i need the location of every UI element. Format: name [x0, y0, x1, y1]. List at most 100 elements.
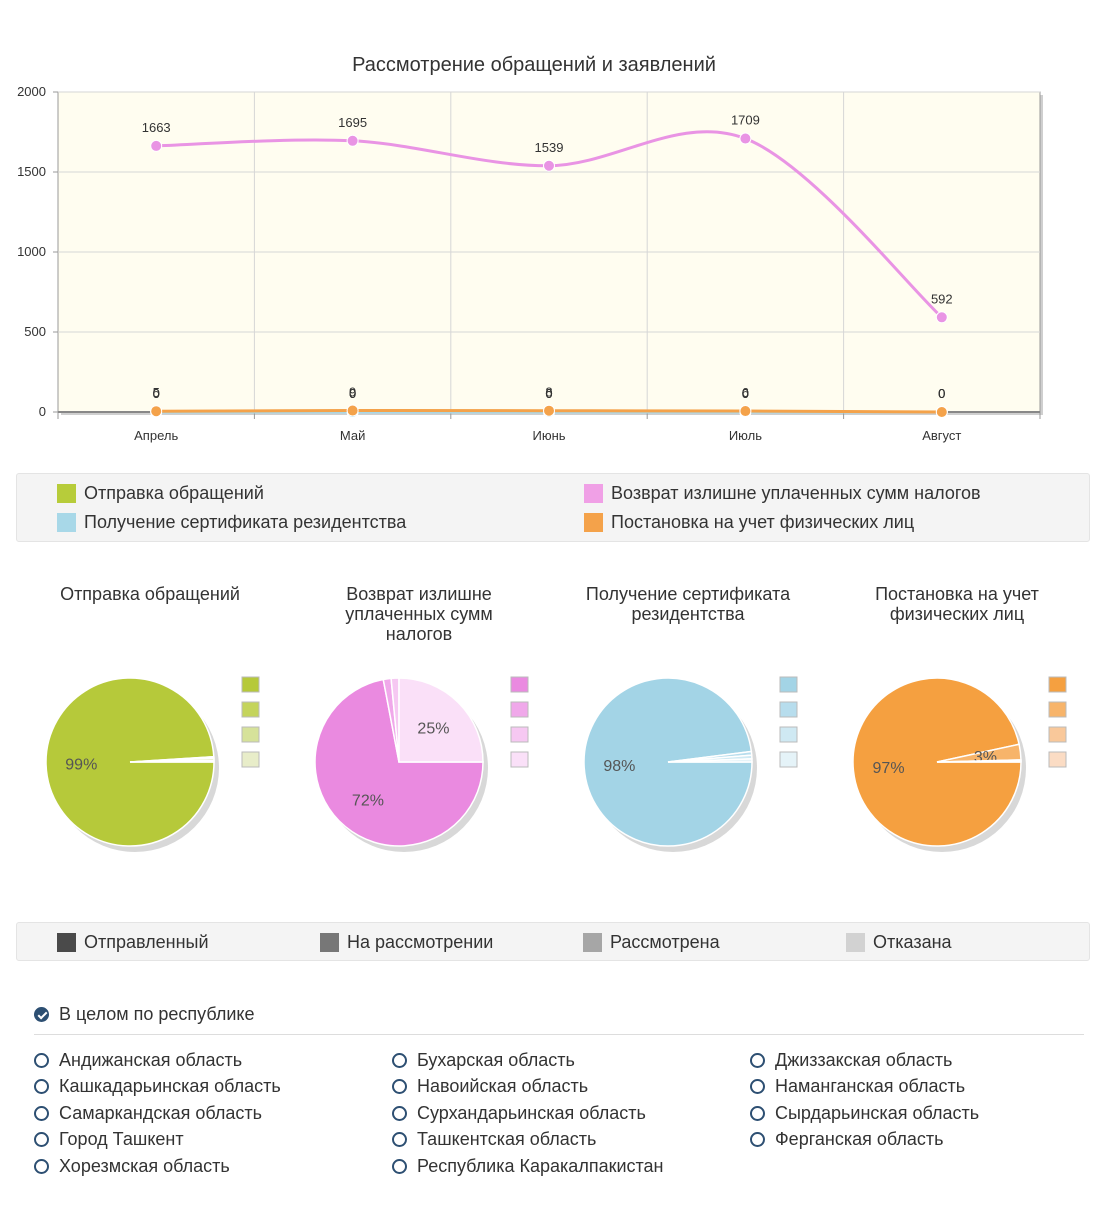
region-label: Ташкентская область: [417, 1129, 597, 1150]
data-label: 0: [938, 386, 945, 401]
pie-slice-label: 98%: [603, 758, 635, 775]
status-item-sent[interactable]: Отправленный: [57, 932, 209, 953]
radio-icon[interactable]: [750, 1105, 765, 1121]
legend-item-postanovka[interactable]: Постановка на учет физических лиц: [584, 512, 914, 533]
pie-chart-otpravka: 99%: [45, 676, 260, 852]
region-option[interactable]: Ферганская область: [750, 1127, 1080, 1154]
status-item-reviewed[interactable]: Рассмотрена: [583, 932, 720, 953]
region-label: Сурхандарьинская область: [417, 1102, 646, 1123]
radio-icon[interactable]: [392, 1105, 407, 1121]
chart-title: Рассмотрение обращений и заявлений: [352, 54, 716, 76]
pie-slice: [129, 759, 215, 763]
radio-icon[interactable]: [392, 1158, 407, 1174]
region-option[interactable]: Ташкентская область: [392, 1127, 750, 1154]
region-all-option[interactable]: В целом по республике: [34, 1000, 1084, 1035]
pie-slice: [936, 760, 1022, 763]
y-tick-label: 1000: [17, 244, 46, 259]
pie-legend-swatch: [779, 751, 798, 768]
pie-legend-swatch: [779, 726, 798, 743]
pie-title-sertifikat: Получение сертификата резидентства: [558, 584, 818, 624]
pie-chart-postanovka: 97% 3%: [852, 676, 1067, 852]
series-legend: Отправка обращений Возврат излишне уплач…: [16, 473, 1090, 542]
radio-icon[interactable]: [34, 1132, 49, 1148]
region-label: Хорезмская область: [59, 1155, 230, 1176]
pie-title-line: физических лиц: [889, 604, 1025, 624]
region-option[interactable]: Хорезмская область: [34, 1153, 392, 1180]
data-label: 0: [349, 386, 356, 401]
radio-icon[interactable]: [750, 1079, 765, 1095]
legend-label: Получение сертификата резидентства: [84, 512, 407, 532]
pie-chart-vozvrat: 72% 25%: [314, 676, 529, 852]
region-label: Андижанская область: [59, 1049, 243, 1070]
status-swatch: [320, 933, 339, 952]
data-label: 5: [153, 385, 160, 400]
radio-icon[interactable]: [34, 1158, 49, 1174]
legend-item-sertifikat[interactable]: Получение сертификата резидентства: [57, 512, 406, 533]
y-tick-label: 2000: [17, 84, 46, 99]
status-item-rejected[interactable]: Отказана: [846, 932, 952, 953]
region-option[interactable]: Наманганская область: [750, 1074, 1080, 1101]
radio-icon[interactable]: [750, 1052, 765, 1068]
legend-item-otpravka[interactable]: Отправка обращений: [57, 483, 264, 504]
data-label: 0: [938, 386, 945, 401]
data-label: 0: [742, 386, 749, 401]
region-option[interactable]: Город Ташкент: [34, 1127, 392, 1154]
data-point: [543, 159, 555, 172]
x-tick-label: Май: [340, 428, 365, 443]
pie-legend-swatch: [1048, 726, 1067, 743]
pie-slice: [667, 758, 753, 763]
status-label: Отправленный: [84, 932, 209, 952]
status-item-review[interactable]: На рассмотрении: [320, 932, 493, 953]
status-swatch: [57, 933, 76, 952]
pie-legend-swatch: [510, 726, 529, 743]
data-point: [935, 311, 948, 324]
data-label: 8: [545, 385, 552, 400]
region-label: Самаркандская область: [59, 1102, 263, 1123]
pie-legend-swatch: [241, 751, 260, 768]
region-option[interactable]: Самаркандская область: [34, 1100, 392, 1127]
pie-legend-swatch: [241, 726, 260, 743]
region-label: Джиззакская область: [775, 1049, 953, 1070]
radio-icon[interactable]: [750, 1132, 765, 1148]
line-chart: Рассмотрение обращений и заявлений050010…: [17, 54, 1043, 443]
data-label: 0: [153, 386, 160, 401]
region-column: Бухарская область Навоийская область Сур…: [392, 1047, 750, 1180]
legend-label: Отправка обращений: [84, 483, 264, 503]
region-option[interactable]: Кашкадарьинская область: [34, 1074, 392, 1101]
data-point: [346, 134, 359, 147]
data-point: [150, 139, 163, 152]
radio-icon[interactable]: [34, 1079, 49, 1095]
region-option[interactable]: Республика Каракалпакистан: [392, 1153, 750, 1180]
radio-icon[interactable]: [392, 1079, 407, 1095]
y-tick-label: 0: [39, 404, 46, 419]
radio-icon[interactable]: [34, 1052, 49, 1068]
data-label: 1709: [731, 113, 760, 128]
region-option[interactable]: Навоийская область: [392, 1074, 750, 1101]
pie-legend-swatch: [779, 676, 798, 693]
pie-title-line: Отправка обращений: [60, 584, 240, 604]
region-option[interactable]: Сырдарьинская область: [750, 1100, 1080, 1127]
legend-label: Постановка на учет физических лиц: [611, 512, 915, 532]
pie-title-line: налогов: [385, 624, 453, 644]
data-point: [543, 404, 555, 417]
data-label: 9: [349, 385, 356, 400]
data-label: 6: [742, 385, 749, 400]
pie-slice-label: 99%: [65, 757, 97, 774]
pie-title-vozvrat: Возврат излишне уплаченных сумм налогов: [289, 584, 549, 644]
region-option[interactable]: Бухарская область: [392, 1047, 750, 1074]
region-option[interactable]: Андижанская область: [34, 1047, 392, 1074]
radio-icon[interactable]: [34, 1105, 49, 1121]
radio-icon[interactable]: [392, 1052, 407, 1068]
data-point: [935, 406, 948, 418]
legend-item-vozvrat[interactable]: Возврат излишне уплаченных сумм налогов: [584, 483, 981, 504]
data-point: [346, 404, 359, 417]
region-option[interactable]: Сурхандарьинская область: [392, 1100, 750, 1127]
pie-legend-swatch: [1048, 751, 1067, 768]
check-circle-icon[interactable]: [34, 1006, 49, 1022]
data-label: 0: [349, 386, 356, 401]
region-option[interactable]: Джиззакская область: [750, 1047, 1080, 1074]
pie-legend-swatch: [241, 701, 260, 718]
region-label: Наманганская область: [775, 1076, 966, 1097]
radio-icon[interactable]: [392, 1132, 407, 1148]
data-label: 0: [742, 386, 749, 401]
